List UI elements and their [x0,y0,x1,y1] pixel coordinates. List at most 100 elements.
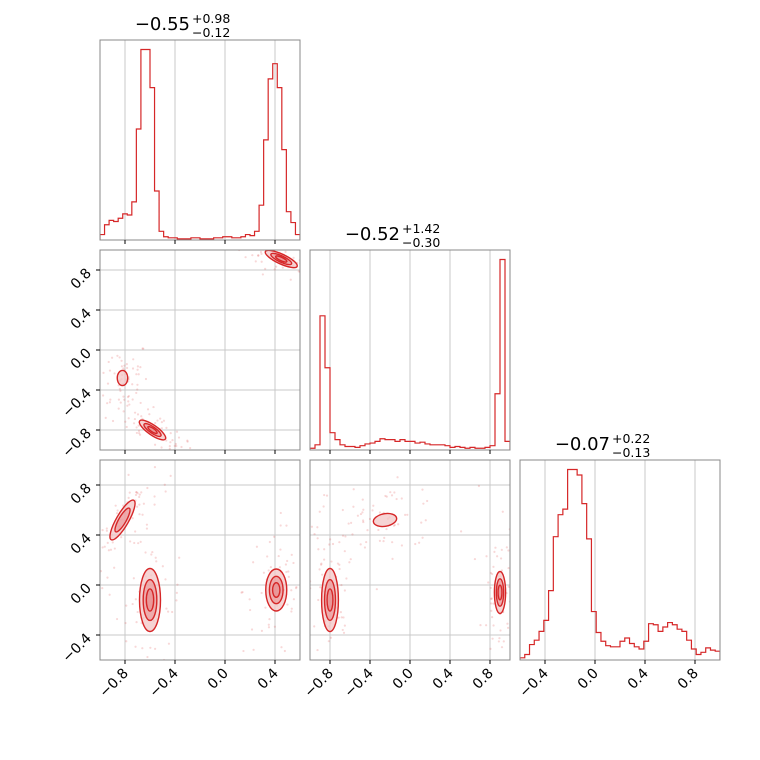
scatter-point [92,531,94,533]
scatter-point [286,559,289,563]
scatter-point [106,541,109,544]
scatter-point [125,363,128,366]
scatter-point [136,383,139,386]
scatter-point [500,646,504,649]
scatter-point [260,591,263,595]
y-tick-label: 0.0 [68,581,95,608]
scatter-point [125,640,128,643]
scatter-point [140,491,143,494]
contour-0-1-0-2 [274,255,288,263]
x-tick-label: 0.4 [430,665,457,692]
scatter-point [234,230,236,232]
scatter-point [492,602,495,605]
scatter-point [141,647,144,650]
scatter-point [257,254,260,257]
scatter-point [178,556,181,559]
scatter-point [122,395,125,398]
title-plus: +0.22 [612,431,650,446]
scatter-point [254,260,257,263]
scatter-point [149,646,152,649]
scatter-point [169,431,172,435]
scatter-point [138,433,142,436]
scatter-point [135,431,138,435]
scatter-point [273,268,276,271]
y-tick-label: 0.8 [68,481,95,508]
scatter-point [120,365,123,368]
scatter-point [162,419,166,422]
y-tick-label: −0.4 [59,630,94,665]
scatter-point [396,476,399,479]
scatter-point [146,408,150,411]
scatter-point [422,502,425,505]
scatter-point [156,419,159,422]
scatter-point [176,583,179,586]
scatter-point [137,429,141,433]
scatter-point [323,261,325,263]
scatter-point [260,260,263,263]
scatter-point [313,532,316,536]
scatter-point [400,497,403,500]
scatter-point [306,600,308,602]
scatter-point [310,525,314,528]
scatter-point [372,504,375,507]
x-tick-label: −0.4 [341,665,376,700]
scatter-point [131,398,134,401]
x-tick-labels: −0.8 −0.4 0.0 0.4 −0.8 −0.4 0.0 0.4 0.8 −0.4 0.0 0.… [96,665,701,700]
scatter-point [153,466,157,469]
scatter-point [169,451,171,453]
scatter-point [324,261,326,263]
scatter-point [312,673,314,675]
scatter-point [305,581,307,583]
scatter-point [136,365,139,368]
scatter-point [499,557,503,560]
scatter-point [375,588,378,591]
scatter-point [328,543,331,546]
scatter-point [393,491,396,494]
scatter-point [384,494,387,498]
scatter-point [150,660,152,662]
title-minus: −0.30 [402,235,440,250]
histogram-2 [520,468,720,660]
contour-0-2-2-2 [271,581,281,599]
scatter-point [492,624,495,627]
scatter-point [248,598,251,601]
scatter-point [500,569,504,572]
scatter-point [459,530,463,533]
scatter-point [254,246,256,248]
scatter-point [141,513,144,516]
panel-title-1: −0.52 +1.42−0.30 [345,221,441,250]
scatter-point [171,439,174,442]
scatter-point [129,540,132,543]
scatter-point [342,631,346,634]
scatter-point [479,624,482,627]
scatter-point [135,490,138,494]
scatter-point [189,446,192,450]
scatter-point [313,625,316,628]
scatter-point [146,655,149,659]
scatter-point [137,542,140,545]
scatter-point [341,508,344,512]
scatter-point [135,391,138,395]
panel-title-0: −0.55 +0.98−0.12 [135,11,231,40]
scatter-point [378,511,382,514]
scatter-point [338,563,341,566]
scatter-point [391,541,394,544]
scatter-point [284,563,288,566]
scatter-point [351,533,354,536]
scatter-point [177,436,181,439]
scatter-point [276,247,278,249]
scatter-point [252,648,255,651]
scatter-point [502,640,505,643]
scatter-point [494,546,497,549]
scatter-point [131,367,135,370]
scatter-point [136,368,139,371]
scatter-point [140,415,143,418]
scatter-point [111,419,115,423]
scatter-point [149,708,151,710]
scatter-point [108,593,111,596]
scatter-point [289,278,292,281]
scatter-point [318,568,321,571]
scatter-point [167,642,171,645]
scatter-point [362,508,365,511]
scatter-point [169,441,172,444]
